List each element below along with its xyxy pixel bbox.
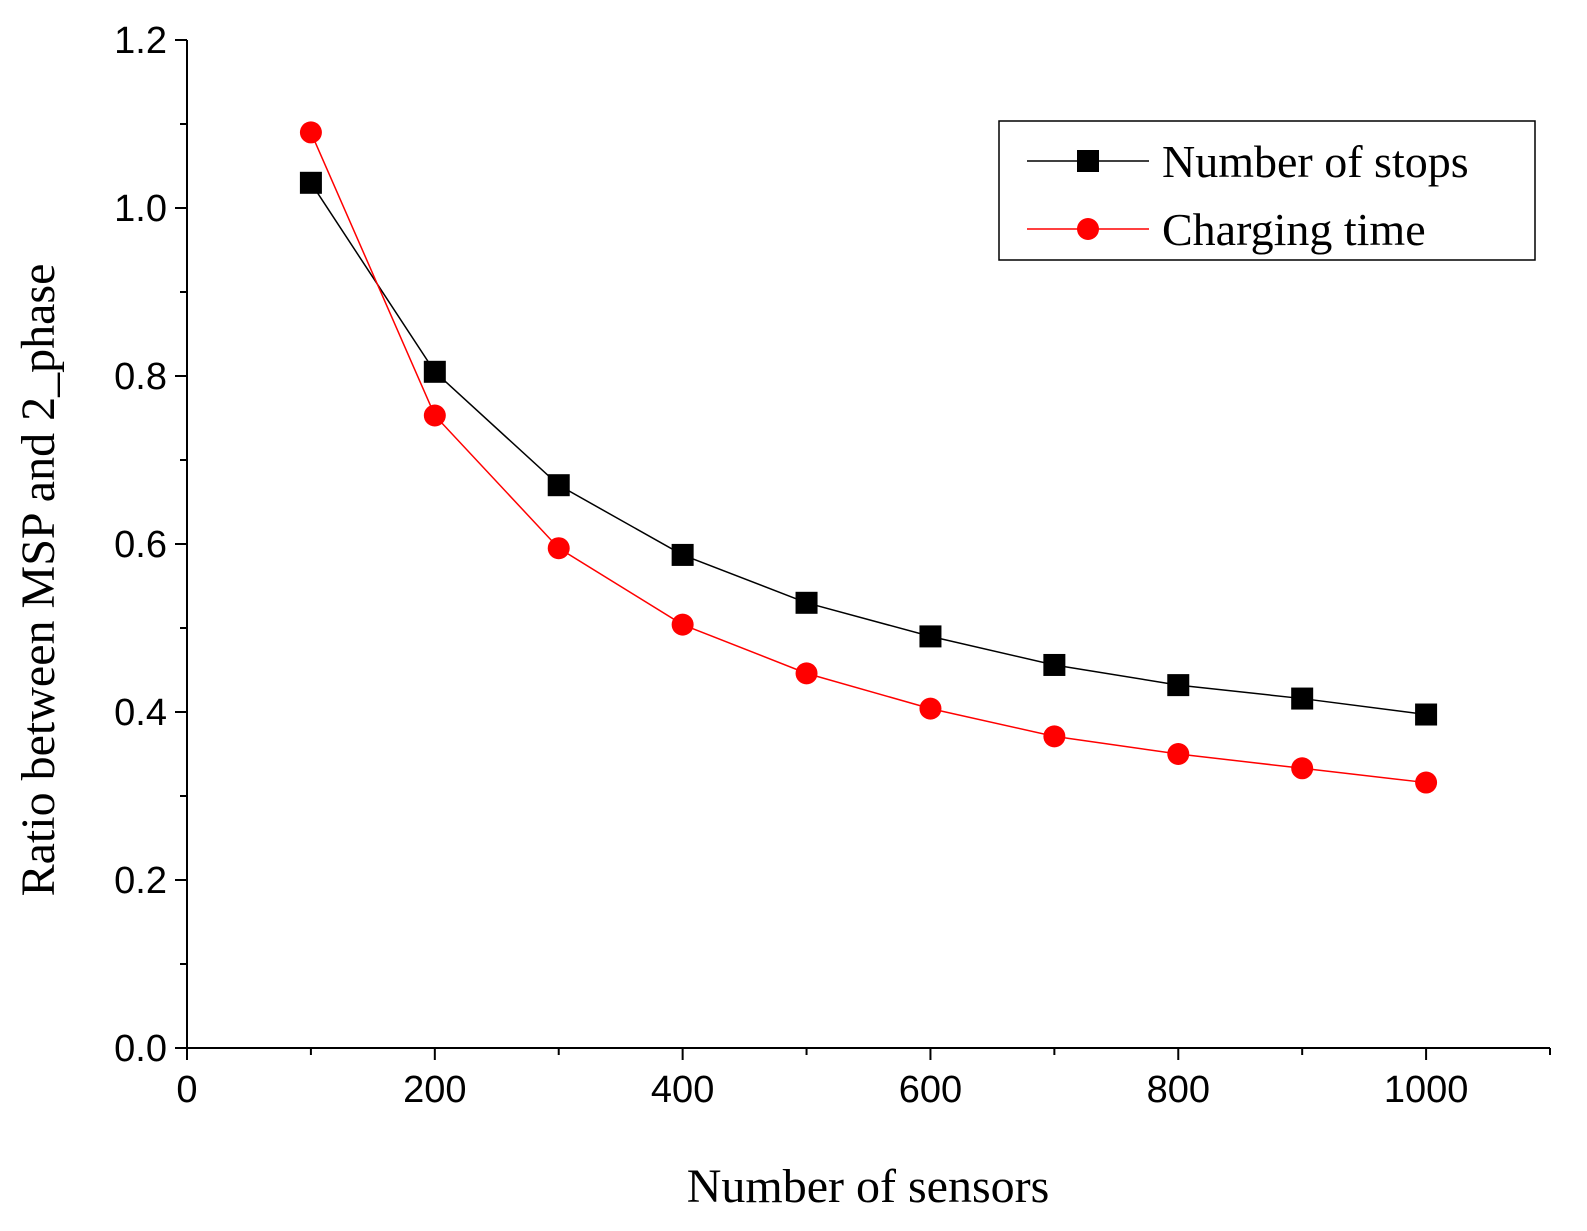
x-tick-label: 400 bbox=[651, 1069, 714, 1111]
legend-label: Number of stops bbox=[1162, 136, 1469, 187]
data-point bbox=[1167, 674, 1190, 697]
series-layer bbox=[299, 121, 1438, 794]
series-0 bbox=[299, 171, 1438, 726]
data-point bbox=[1043, 653, 1066, 676]
y-axis-title: Ratio between MSP and 2_phase bbox=[12, 264, 65, 897]
legend: Number of stops Charging time bbox=[998, 120, 1536, 261]
y-ticks: 0.0 0.2 0.4 0.6 0.8 1.0 1.2 bbox=[114, 20, 187, 1070]
data-point bbox=[795, 591, 818, 614]
data-point bbox=[671, 613, 694, 636]
data-point bbox=[1043, 725, 1066, 748]
data-point bbox=[547, 474, 570, 497]
series-1 bbox=[299, 121, 1438, 794]
y-tick-label: 0.8 bbox=[114, 356, 167, 398]
x-tick-label: 0 bbox=[176, 1069, 197, 1111]
y-tick-label: 0.0 bbox=[114, 1028, 167, 1070]
data-point bbox=[1415, 703, 1438, 726]
series-line bbox=[310, 182, 1427, 716]
legend-marker bbox=[1077, 218, 1099, 240]
y-tick-label: 1.0 bbox=[114, 188, 167, 230]
data-point bbox=[423, 360, 446, 383]
x-tick-label: 600 bbox=[899, 1069, 962, 1111]
legend-label: Charging time bbox=[1162, 204, 1426, 255]
x-tick-label: 800 bbox=[1147, 1069, 1210, 1111]
legend-items: Number of stops Charging time bbox=[1027, 136, 1469, 255]
series-line bbox=[310, 132, 1427, 784]
y-tick-label: 0.6 bbox=[114, 524, 167, 566]
data-point bbox=[671, 543, 694, 566]
data-point bbox=[423, 404, 446, 427]
data-point bbox=[1291, 687, 1314, 710]
data-point bbox=[1415, 771, 1438, 794]
data-point bbox=[1291, 757, 1314, 780]
x-tick-label: 1000 bbox=[1384, 1069, 1469, 1111]
data-point bbox=[547, 537, 570, 560]
data-point bbox=[919, 625, 942, 648]
x-tick-label: 200 bbox=[403, 1069, 466, 1111]
data-point bbox=[299, 171, 322, 194]
x-axis-title: Number of sensors bbox=[687, 1160, 1050, 1213]
y-tick-label: 0.4 bbox=[114, 692, 167, 734]
legend-marker bbox=[1077, 150, 1099, 172]
data-point bbox=[795, 662, 818, 685]
y-tick-label: 0.2 bbox=[114, 860, 167, 902]
data-point bbox=[299, 121, 322, 144]
data-point bbox=[1167, 743, 1190, 765]
data-point bbox=[919, 697, 942, 720]
y-tick-label: 1.2 bbox=[114, 20, 167, 62]
x-ticks: 0 200 400 600 800 1000 bbox=[176, 1048, 1551, 1111]
